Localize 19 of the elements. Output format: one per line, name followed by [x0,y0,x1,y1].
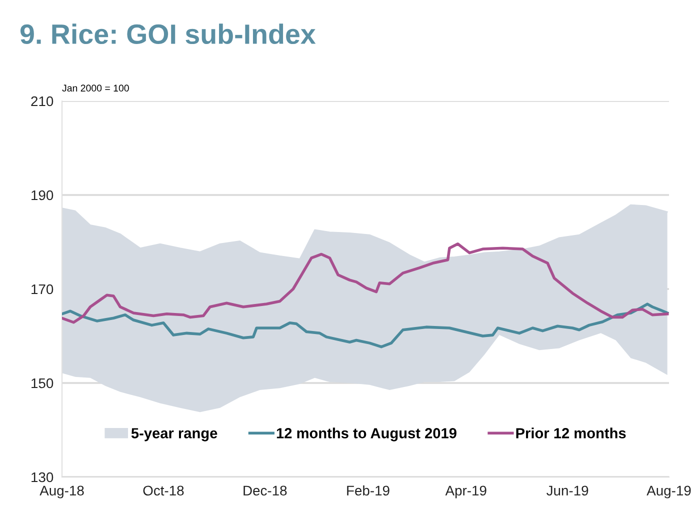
x-tick-label: Oct-18 [143,486,184,496]
x-tick-label: Aug-19 [646,486,691,498]
line-series [62,302,669,348]
legend-label: 12 months to August 2019 [276,428,456,442]
x-tick-label: Feb-19 [347,485,390,496]
y-tick-label: 210 [31,96,54,106]
x-tick-label: Apr-19 [445,486,486,498]
y-axis-title: Jan 2000 = 100 [62,84,129,92]
x-tick-label: Jun-19 [546,486,588,496]
x-tick-label: Dec-18 [244,486,287,496]
line-series [62,242,669,324]
y-tick-label: 170 [32,284,54,294]
legend-label: 5-year range [131,428,218,442]
legend-label: Prior 12 months [516,428,626,438]
chart-title: 9. Rice: GOI sub-Index [20,24,316,44]
y-tick-label: 130 [32,472,54,482]
y-tick-label: 150 [32,378,54,388]
x-tick-label: Aug-18 [40,486,84,498]
y-tick-label: 190 [32,190,54,200]
